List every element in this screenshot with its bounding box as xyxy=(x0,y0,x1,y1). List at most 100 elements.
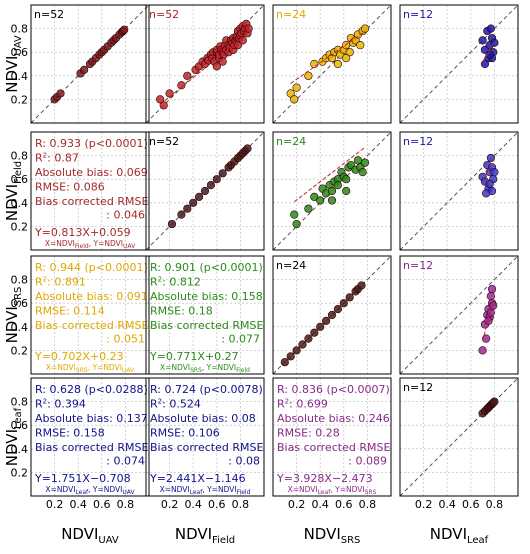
stat-rmse: RMSE: 0.086 xyxy=(35,181,105,194)
y-tick-label: 0.8 xyxy=(11,274,29,287)
panel-frame xyxy=(145,255,265,375)
x-tick-label: 0.4 xyxy=(69,498,87,511)
panel-frame xyxy=(145,377,265,497)
data-point xyxy=(298,340,307,349)
stat-fit-equation: Y=0.813X+0.059 xyxy=(34,226,131,239)
fit-line xyxy=(293,146,366,203)
stat-axes-note-part: SRS xyxy=(190,367,202,374)
row-axis-label-sub: Leaf xyxy=(13,407,24,429)
n-label: n=52 xyxy=(149,135,179,148)
col-axis-label-sub: SRS xyxy=(341,535,361,546)
y-tick-label: 0.6 xyxy=(11,46,29,59)
col-axis-label-base: NDVI xyxy=(430,525,467,543)
panel-r0-c3: n=12 xyxy=(399,4,519,124)
panel-r2-c3: n=12 xyxy=(399,255,519,375)
stat-fit-equation: Y=0.771X+0.27 xyxy=(149,350,239,363)
stat-axes-note-part: Field xyxy=(236,367,250,374)
col-axis-label: NDVIField xyxy=(175,525,235,546)
stat-axes-note-part: Field xyxy=(237,489,251,496)
x-tick-label: 0.6 xyxy=(335,498,353,511)
data-point xyxy=(339,299,348,308)
data-point xyxy=(478,36,487,45)
data-point xyxy=(327,186,337,196)
data-point xyxy=(327,310,337,320)
data-point xyxy=(120,25,129,34)
stat-axes-note-part: SRS xyxy=(365,489,377,496)
stat-bc-rmse-label: Bias corrected RMSE xyxy=(150,319,263,332)
stat-r2-part: 2 xyxy=(158,398,162,406)
data-point xyxy=(286,89,295,98)
col-axis-label: NDVIUAV xyxy=(61,525,119,546)
data-point xyxy=(218,57,227,66)
y-tick-label: 0.2 xyxy=(11,466,29,479)
stat-axes-note-part: , Y=NDVI xyxy=(202,485,236,494)
stat-bc-rmse-value: : 0.08 xyxy=(228,455,260,468)
stat-r: R: 0.944 (p<0.0001) xyxy=(35,261,148,274)
stat-r2: R2: 0.891 xyxy=(35,276,86,289)
y-tick-label: 0.8 xyxy=(11,150,29,163)
panel-frame xyxy=(30,131,150,251)
data-point xyxy=(353,156,363,165)
row-axis-label-base: NDVI xyxy=(3,56,21,93)
x-tick-label: 0.8 xyxy=(232,498,250,511)
n-label: n=12 xyxy=(403,8,433,21)
data-point xyxy=(345,293,354,302)
y-tick-label: 0.4 xyxy=(11,321,29,334)
stat-fit-equation: Y=3.928X−2.473 xyxy=(276,472,373,485)
data-point xyxy=(195,192,204,201)
stat-axes-note: X=NDVILeaf, Y=NDVIUAV xyxy=(45,485,135,496)
row-axis-label: NDVILeaf xyxy=(3,407,24,466)
one-to-one-line xyxy=(399,255,519,375)
stat-abs-bias: Absolute bias: 0.091 xyxy=(35,290,148,303)
n-label: n=12 xyxy=(403,381,433,394)
x-tick-label: 0.6 xyxy=(462,498,480,511)
panel-r3-c3: n=12 0.2 0.4 0.6 0.8 xyxy=(399,377,519,511)
stat-bc-rmse-value: : 0.089 xyxy=(348,455,387,468)
stat-r2-part: R xyxy=(150,398,158,411)
stat-axes-note-part: , Y=NDVI xyxy=(330,485,364,494)
data-point xyxy=(183,71,192,80)
stat-r2: R2: 0.812 xyxy=(150,276,201,289)
data-point xyxy=(183,204,192,213)
stat-r2-part: : 0.394 xyxy=(47,398,86,411)
data-point xyxy=(290,210,299,219)
panel-r1-c1: n=52 xyxy=(145,131,265,251)
y-tick-label: 0.4 xyxy=(11,70,29,83)
stat-r2-part: R xyxy=(277,398,285,411)
n-label: n=12 xyxy=(403,135,433,148)
fit-line xyxy=(290,30,366,84)
col-axis-label-base: NDVI xyxy=(61,525,98,543)
stat-axes-note-part: Leaf xyxy=(190,489,204,496)
stat-axes-note: X=NDVILeaf, Y=NDVISRS xyxy=(288,485,377,496)
y-tick-label: 0.4 xyxy=(11,443,29,456)
stat-axes-note-part: , Y=NDVI xyxy=(89,239,123,248)
one-to-one-line xyxy=(399,131,519,251)
data-point xyxy=(485,50,494,59)
data-point xyxy=(304,204,313,213)
data-point xyxy=(292,219,301,229)
y-tick-label: 0.2 xyxy=(11,344,29,357)
data-point xyxy=(360,158,370,167)
panel-frame xyxy=(399,4,519,124)
stat-r: R: 0.628 (p<0.0288) xyxy=(35,383,148,396)
data-point xyxy=(292,346,301,355)
fit-line xyxy=(482,299,494,342)
data-point xyxy=(189,198,198,207)
stat-axes-note-part: UAV xyxy=(122,489,135,496)
data-point xyxy=(165,89,174,98)
stat-axes-note: X=NDVILeaf, Y=NDVIField xyxy=(160,485,251,496)
row-axis-label-1: NDVIField xyxy=(3,161,24,221)
data-point xyxy=(243,144,252,153)
data-point xyxy=(212,175,221,184)
stat-axes-note-part: X=NDVI xyxy=(288,485,318,494)
n-label: n=24 xyxy=(276,8,306,21)
col-axis-label: NDVISRS xyxy=(304,525,361,546)
panel-frame xyxy=(272,4,392,124)
panel-frame xyxy=(145,4,265,124)
data-point xyxy=(244,24,253,33)
stat-axes-note-part: X=NDVI xyxy=(46,363,76,372)
data-point xyxy=(356,41,365,50)
row-axis-label-sub: SRS xyxy=(13,287,24,307)
